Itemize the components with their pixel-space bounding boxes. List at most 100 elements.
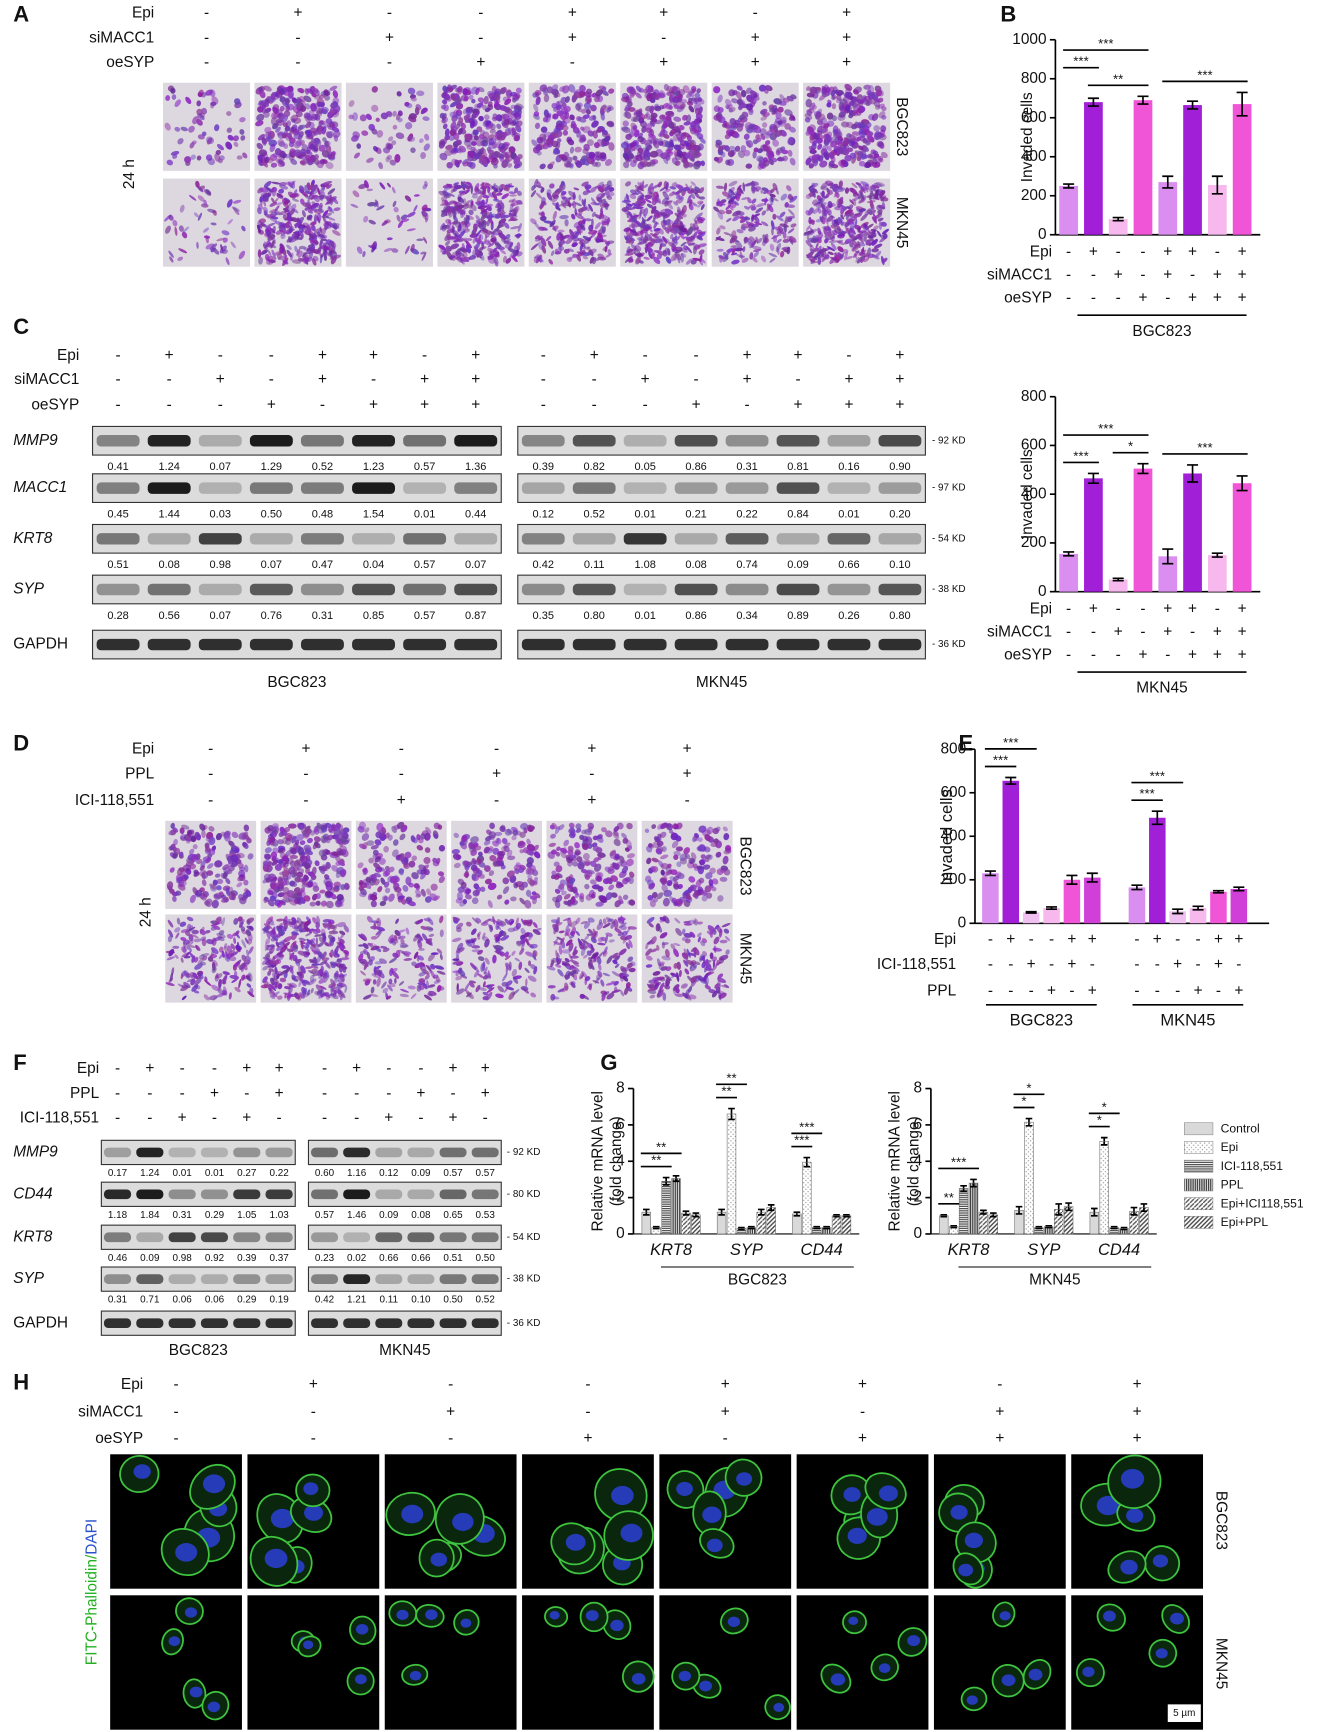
stained-cell bbox=[202, 227, 210, 233]
stained-cell bbox=[388, 136, 394, 142]
condition-sign: + bbox=[683, 766, 692, 783]
stained-cell bbox=[269, 208, 279, 213]
stained-cell bbox=[271, 249, 276, 259]
stained-cell bbox=[421, 204, 428, 211]
stained-cell bbox=[189, 142, 195, 149]
stained-cell bbox=[368, 123, 376, 131]
stained-cell bbox=[328, 195, 331, 204]
condition-sign: - bbox=[478, 30, 483, 47]
stained-cell bbox=[324, 140, 329, 148]
stained-cell bbox=[295, 139, 303, 147]
stained-cell bbox=[278, 223, 287, 229]
condition-sign: - bbox=[204, 54, 209, 71]
stained-cell bbox=[392, 200, 397, 208]
stained-cell bbox=[404, 195, 412, 202]
stained-cell bbox=[296, 248, 301, 256]
condition-sign: - bbox=[387, 54, 392, 71]
stained-cell bbox=[262, 199, 267, 207]
stained-cell bbox=[352, 190, 360, 198]
stained-cell bbox=[332, 90, 339, 99]
condition-sign: - bbox=[204, 4, 209, 21]
stained-cell bbox=[392, 124, 398, 130]
stained-cell bbox=[258, 149, 268, 157]
condition-sign: + bbox=[568, 30, 577, 47]
stained-cell bbox=[333, 207, 341, 212]
stained-cell bbox=[386, 154, 393, 160]
stained-cell bbox=[180, 126, 188, 132]
stained-cell bbox=[279, 246, 285, 254]
condition-sign: - bbox=[478, 4, 483, 21]
stained-cell bbox=[287, 217, 293, 227]
stained-cell bbox=[376, 205, 385, 211]
stained-cell bbox=[289, 203, 297, 211]
stained-cell bbox=[316, 231, 321, 238]
stained-cell bbox=[407, 133, 414, 142]
stained-cell bbox=[226, 199, 233, 208]
panel-letter: B bbox=[1000, 1, 1016, 26]
stained-cell bbox=[300, 158, 308, 166]
stained-cell bbox=[463, 95, 469, 102]
stained-cell bbox=[184, 156, 192, 164]
stained-cell bbox=[282, 259, 289, 265]
condition-sign: + bbox=[568, 4, 577, 21]
stained-cell bbox=[410, 147, 416, 153]
stained-cell bbox=[371, 104, 379, 112]
stained-cell bbox=[266, 222, 276, 227]
stained-cell bbox=[174, 99, 182, 108]
stained-cell bbox=[263, 181, 272, 188]
stained-cell bbox=[408, 113, 417, 120]
stained-cell bbox=[309, 115, 317, 122]
stained-cell bbox=[259, 195, 265, 203]
stained-cell bbox=[511, 127, 517, 136]
condition-sign: - bbox=[685, 792, 690, 809]
stained-cell bbox=[195, 180, 200, 188]
stained-cell bbox=[271, 181, 281, 185]
stained-cell bbox=[212, 248, 220, 255]
stained-cell bbox=[217, 158, 223, 164]
stained-cell bbox=[318, 94, 326, 100]
condition-sign: + bbox=[301, 740, 310, 757]
stained-cell bbox=[170, 150, 180, 156]
stained-cell bbox=[383, 248, 393, 252]
condition-sign: - bbox=[387, 4, 392, 21]
stained-cell bbox=[203, 199, 207, 206]
stained-cell bbox=[406, 228, 416, 232]
stained-cell bbox=[304, 207, 310, 211]
stained-cell bbox=[255, 120, 264, 127]
stained-cell bbox=[421, 210, 428, 217]
stained-cell bbox=[279, 96, 286, 103]
condition-sign: - bbox=[399, 766, 404, 783]
condition-sign: - bbox=[295, 54, 300, 71]
condition-sign: + bbox=[659, 4, 668, 21]
condition-sign: - bbox=[753, 4, 758, 21]
stained-cell bbox=[310, 194, 320, 198]
stained-cell bbox=[222, 237, 228, 243]
condition-sign: + bbox=[587, 792, 596, 809]
condition-label: siMACC1 bbox=[89, 30, 154, 47]
stained-cell bbox=[362, 250, 366, 258]
stained-cell bbox=[239, 117, 246, 123]
stained-cell bbox=[328, 122, 334, 128]
stained-cell bbox=[368, 219, 376, 225]
stained-cell bbox=[215, 149, 222, 155]
stained-cell bbox=[205, 89, 213, 96]
stained-cell bbox=[279, 105, 285, 112]
stained-cell bbox=[353, 152, 361, 159]
stained-cell bbox=[172, 219, 178, 227]
stained-cell bbox=[283, 197, 287, 204]
stained-cell bbox=[424, 133, 430, 141]
stained-cell bbox=[279, 184, 288, 190]
stained-cell bbox=[327, 206, 333, 212]
stained-cell bbox=[503, 141, 511, 147]
stained-cell bbox=[257, 100, 266, 106]
stained-cell bbox=[303, 95, 312, 103]
stained-cell bbox=[477, 870, 483, 875]
stained-cell bbox=[168, 214, 174, 221]
stained-cell bbox=[281, 133, 288, 139]
stained-cell bbox=[419, 138, 424, 144]
stained-cell bbox=[288, 141, 295, 148]
panel-letter: E bbox=[958, 731, 973, 756]
stained-cell bbox=[267, 249, 272, 257]
stained-cell bbox=[315, 108, 324, 115]
stained-cell bbox=[378, 829, 385, 837]
